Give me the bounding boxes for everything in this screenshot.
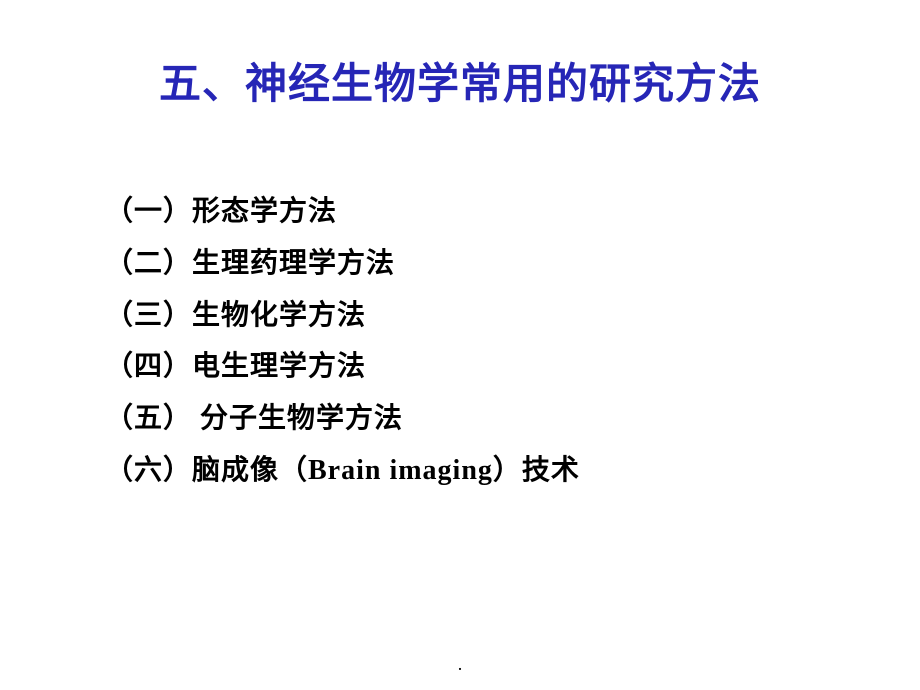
list-item: （四）电生理学方法	[105, 341, 860, 393]
list-item: （三）生物化学方法	[105, 290, 860, 342]
footer-marker: .	[458, 654, 463, 675]
content-list: （一）形态学方法 （二）生理药理学方法 （三）生物化学方法 （四）电生理学方法 …	[60, 186, 860, 497]
slide-title: 五、神经生物学常用的研究方法	[60, 50, 860, 111]
list-item: （五） 分子生物学方法	[105, 393, 860, 445]
slide-container: 五、神经生物学常用的研究方法 （一）形态学方法 （二）生理药理学方法 （三）生物…	[0, 0, 920, 690]
list-item: （二）生理药理学方法	[105, 238, 860, 290]
list-item: （六）脑成像（Brain imaging）技术	[105, 445, 860, 497]
list-item: （一）形态学方法	[105, 186, 860, 238]
